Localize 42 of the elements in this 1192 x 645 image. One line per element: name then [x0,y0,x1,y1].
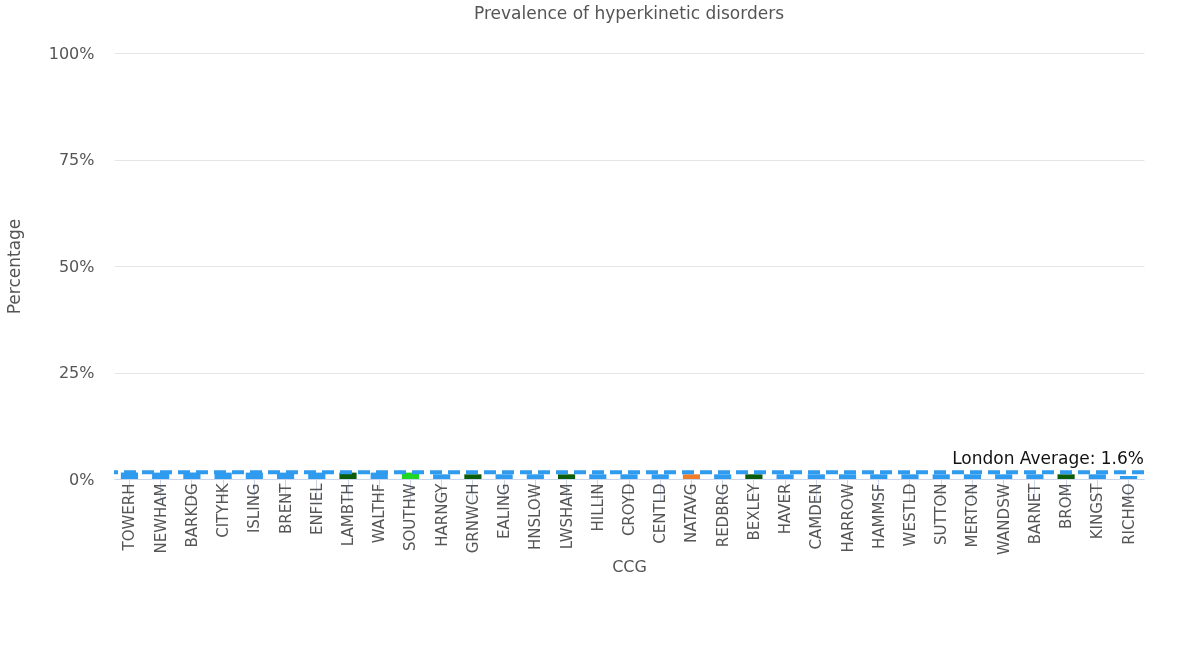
x-tick-label: REDBRG [713,483,732,548]
y-tick-label: 50% [58,256,95,276]
x-tick-label: EALING [495,483,514,539]
x-tick-label: HAVER [776,483,795,535]
x-tick-label: WANDSW [994,483,1013,555]
x-tick-label: KINGST [1088,482,1107,540]
x-tick-label: ENFIEL [307,482,326,536]
chart-title: Prevalence of hyperkinetic disorders [473,3,785,23]
x-tick-label: CENTLD [651,483,670,544]
x-tick-label: LWSHAM [557,483,576,550]
x-tick-label: BRENT [276,482,295,535]
x-tick-label: CROYD [620,483,638,537]
x-tick-label: RICHMO [1119,483,1138,545]
x-tick-label: MERTON [963,483,982,548]
x-tick-label: CAMDEN [807,483,826,550]
x-tick-label: BARNET [1025,482,1044,545]
x-tick-label: BARKDG [182,483,201,548]
x-tick-label: SOUTHW [401,483,420,552]
x-tick-label: HNSLOW [526,483,545,550]
x-tick-label: SUTTON [932,483,951,546]
y-axis-title: Percentage [3,218,24,315]
x-tick-label: HILLIN [588,483,607,532]
y-tick-label: 25% [58,363,95,382]
x-tick-label: HAMMSF [869,483,888,550]
y-tick-label: 75% [58,150,95,169]
x-tick-label: TOWERH [120,483,139,552]
x-tick-label: BROM [1057,483,1076,529]
x-tick-label: NATAVG [682,483,701,544]
x-tick-label: CITYHK [214,482,233,538]
x-tick-label: WALTHF [370,483,389,544]
x-tick-label: LAMBTH [339,483,358,547]
x-tick-label: NEWHAM [151,483,170,554]
x-tick-label: WESTLD [900,483,919,547]
x-tick-label: BEXLEY [744,482,763,541]
x-tick-label: HARNGY [432,482,451,547]
y-tick-label: 0% [69,469,95,489]
x-axis-title: CCG [612,556,647,576]
ref-line-label: London Average: 1.6% [952,448,1144,469]
y-tick-label: 100% [48,43,95,63]
x-tick-label: ISLING [245,483,264,534]
x-tick-label: GRNWCH [463,483,482,554]
x-tick-label: HARROW [838,483,857,553]
